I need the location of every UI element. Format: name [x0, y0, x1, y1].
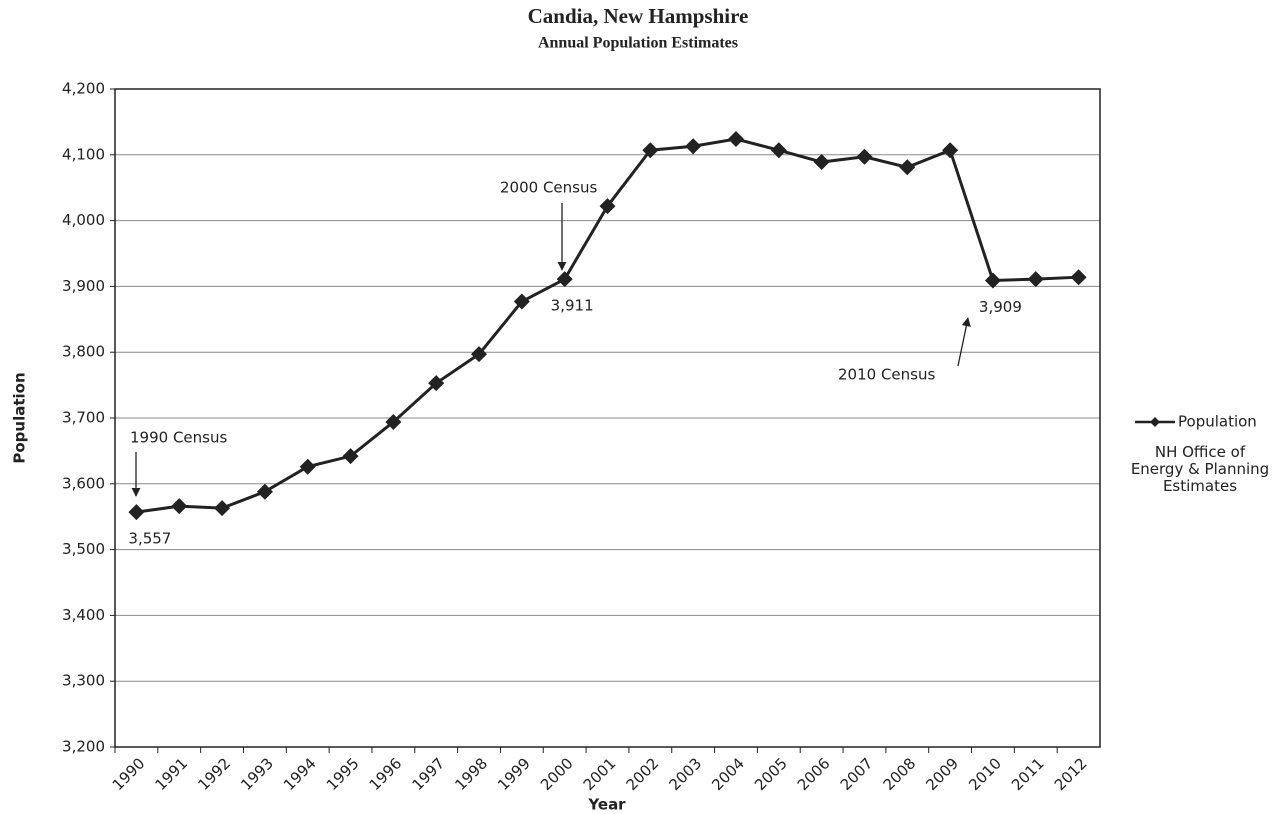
y-tick-label: 3,400: [62, 606, 105, 624]
y-tick-label: 3,500: [62, 540, 105, 558]
x-tick-label: 1999: [494, 754, 534, 794]
data-point: [299, 458, 316, 475]
legend-note-line: Estimates: [1163, 477, 1237, 495]
y-tick-label: 3,700: [62, 409, 105, 427]
y-tick-label: 4,200: [62, 80, 105, 98]
x-tick-label: 2009: [922, 754, 962, 794]
plot-frame: [114, 88, 1101, 748]
x-tick-label: 2006: [794, 754, 834, 794]
data-point: [513, 293, 530, 310]
data-point: [556, 271, 573, 288]
y-tick-label: 3,800: [62, 343, 105, 361]
legend-note: NH Office of Energy & Planning Estimates: [1131, 443, 1269, 495]
series-line: [136, 137, 1079, 514]
x-tick-label: 1994: [280, 754, 320, 794]
x-tick-label: 1991: [152, 754, 192, 794]
x-tick-label: 1992: [194, 754, 234, 794]
annotation: 1990 Census: [130, 429, 227, 447]
x-tick-label: 1993: [237, 754, 277, 794]
x-tick-label: 2004: [708, 754, 748, 794]
data-point: [171, 498, 188, 515]
y-tick-label: 3,900: [62, 277, 105, 295]
legend-label: Population: [1178, 413, 1257, 431]
data-point: [942, 142, 959, 159]
x-tick-label: 2005: [751, 754, 791, 794]
x-tick-label: 1998: [451, 754, 491, 794]
x-tick-label: 2000: [537, 754, 577, 794]
annotation: 2000 Census: [500, 179, 597, 197]
data-label: 3,911: [551, 297, 594, 315]
chart-subtitle: Annual Population Estimates: [538, 35, 738, 52]
x-tick-label: 2007: [837, 754, 877, 794]
data-point: [727, 131, 744, 148]
data-point: [599, 198, 616, 215]
data-point: [856, 148, 873, 165]
legend-note-line: Energy & Planning: [1131, 460, 1269, 478]
x-axis-label: Year: [587, 796, 626, 814]
data-point: [685, 138, 702, 155]
y-tick-label: 4,000: [62, 211, 105, 229]
legend-note-line: NH Office of: [1155, 443, 1246, 461]
data-point: [813, 154, 830, 171]
data-point: [256, 483, 273, 500]
data-label: 3,909: [979, 298, 1022, 316]
y-tick-label: 4,100: [62, 145, 105, 163]
x-tick-label: 2008: [880, 754, 920, 794]
x-tick-label: 2003: [665, 754, 705, 794]
x-tick-label: 2010: [965, 754, 1005, 794]
legend-marker: [1150, 417, 1160, 427]
x-tick-label: 1990: [109, 754, 149, 794]
x-tick-label: 1995: [323, 754, 363, 794]
data-point: [214, 500, 231, 517]
y-tick-label: 3,300: [62, 672, 105, 690]
x-tick-label: 2011: [1008, 754, 1048, 794]
x-tick-label: 1996: [366, 754, 406, 794]
data-label: 3,557: [128, 530, 171, 548]
data-point: [984, 272, 1001, 289]
x-tick-label: 2001: [580, 754, 620, 794]
data-point: [128, 504, 145, 521]
chart-title: Candia, New Hampshire: [528, 4, 749, 28]
x-tick-label: 1997: [408, 754, 448, 794]
x-tick-label: 2012: [1051, 754, 1091, 794]
y-axis-label: Population: [11, 372, 29, 463]
data-point: [428, 375, 445, 392]
data-point: [342, 448, 359, 465]
data-point: [642, 142, 659, 159]
annotation: 2010 Census: [838, 366, 935, 384]
data-point: [1070, 269, 1087, 286]
data-point: [1027, 271, 1044, 288]
data-point: [770, 142, 787, 159]
y-tick-label: 3,200: [62, 738, 105, 756]
y-tick-label: 3,600: [62, 474, 105, 492]
data-point: [899, 159, 916, 176]
data-point: [385, 413, 402, 430]
x-tick-label: 2002: [623, 754, 663, 794]
data-point: [471, 346, 488, 363]
annotation-arrow: [957, 317, 971, 367]
